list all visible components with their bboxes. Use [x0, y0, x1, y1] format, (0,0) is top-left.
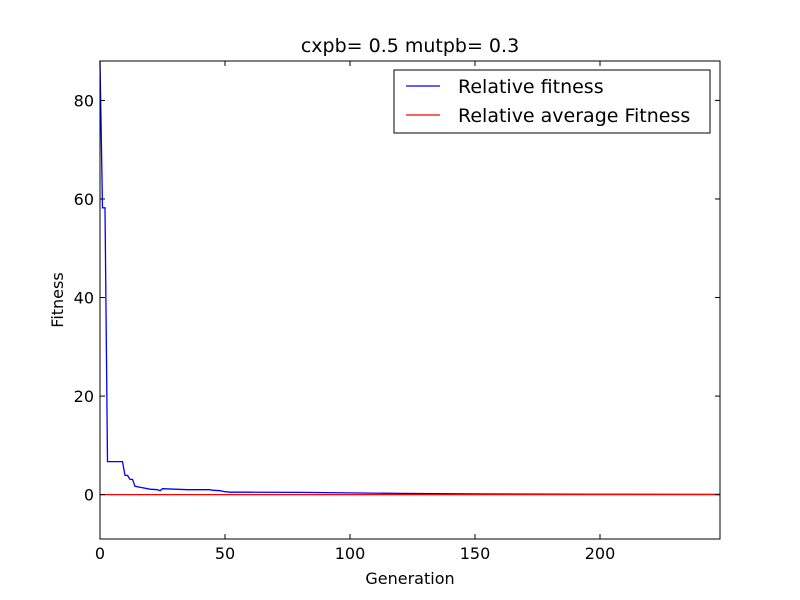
x-tick-label: 50	[215, 544, 235, 563]
x-axis-title: Generation	[365, 569, 454, 588]
x-axis: 0 50 100 150 200	[95, 61, 615, 563]
x-tick-label: 100	[335, 544, 366, 563]
legend-label-relative-average-fitness: Relative average Fitness	[458, 105, 690, 127]
x-tick-label: 200	[585, 544, 616, 563]
series-line-relative-fitness	[99, 60, 721, 496]
y-axis-title: Fitness	[48, 272, 67, 327]
x-tick-label: 150	[460, 544, 491, 563]
x-tick-label: 0	[95, 544, 105, 563]
legend: Relative fitness Relative average Fitnes…	[393, 69, 711, 134]
y-tick-label: 0	[84, 486, 94, 505]
legend-box	[393, 69, 711, 134]
y-tick-label: 60	[74, 190, 94, 209]
plot-lines	[99, 60, 721, 496]
plot-frame	[99, 60, 721, 540]
legend-label-relative-fitness: Relative fitness	[458, 76, 604, 98]
chart-title: cxpb= 0.5 mutpb= 0.3	[301, 35, 519, 57]
y-tick-label: 20	[74, 387, 94, 406]
y-tick-label: 40	[74, 289, 94, 308]
y-axis: 0 20 40 60 80	[74, 91, 720, 505]
y-tick-label: 80	[74, 91, 94, 110]
